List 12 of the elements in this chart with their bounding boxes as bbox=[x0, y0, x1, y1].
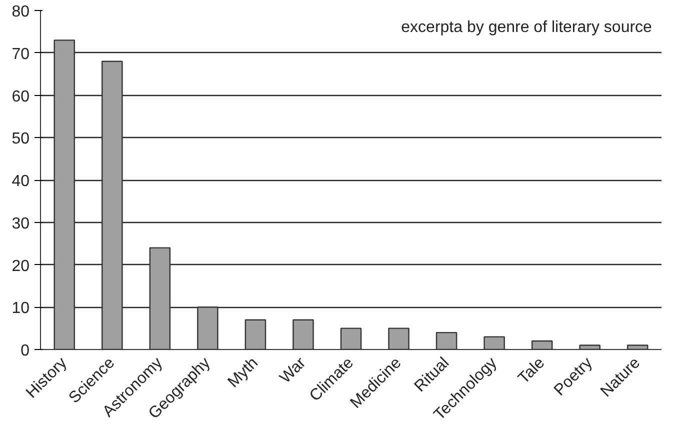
y-tick-label: 50 bbox=[12, 130, 30, 148]
x-tick-label: Tale bbox=[515, 354, 548, 388]
y-tick-label: 0 bbox=[20, 342, 30, 360]
y-tick-label: 40 bbox=[12, 173, 30, 190]
y-tick-label: 30 bbox=[12, 215, 30, 232]
x-tick-label: War bbox=[276, 354, 310, 387]
y-tick-label: 60 bbox=[12, 88, 30, 106]
y-tick-label: 20 bbox=[12, 258, 30, 275]
y-tick-label: 10 bbox=[12, 300, 30, 318]
y-tick-label: 80 bbox=[12, 4, 30, 20]
y-tick-label: 70 bbox=[12, 46, 30, 63]
text: excerpta by genre of literary source bbox=[401, 18, 652, 36]
